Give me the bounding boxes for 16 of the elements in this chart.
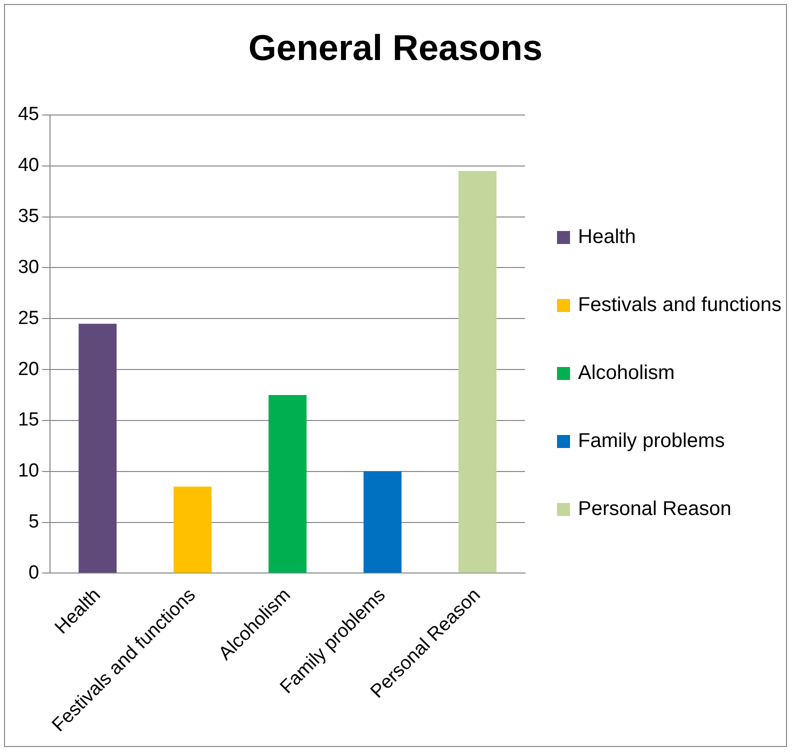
y-tick-label: 0 xyxy=(28,562,40,584)
legend-label: Personal Reason xyxy=(578,497,732,521)
y-tick-label: 5 xyxy=(28,512,40,533)
y-tick-label: 20 xyxy=(18,358,40,380)
legend-label: Family problems xyxy=(578,429,725,453)
y-tick-label: 30 xyxy=(18,256,40,278)
y-tick-label: 40 xyxy=(18,155,40,176)
legend-label: Festivals and functions xyxy=(578,293,782,317)
y-tick-label: 15 xyxy=(18,410,40,431)
y-tick-label: 25 xyxy=(18,308,40,329)
legend-label: Health xyxy=(578,225,636,249)
chart-title: General Reasons xyxy=(247,27,544,69)
y-tick-label: 35 xyxy=(18,206,40,228)
y-tick-label: 10 xyxy=(18,460,40,482)
y-tick-label: 45 xyxy=(18,104,40,126)
legend-label: Alcoholism xyxy=(578,361,675,385)
